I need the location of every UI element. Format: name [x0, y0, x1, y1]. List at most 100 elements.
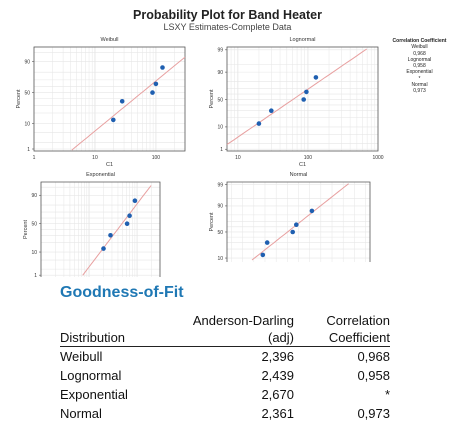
panel-title: Exponential	[86, 172, 115, 178]
y-tick-label: 1	[34, 273, 37, 279]
x-tick-label: 10	[92, 155, 98, 161]
x-tick-label: 1	[33, 155, 36, 161]
y-tick-label: 90	[217, 204, 223, 210]
x-axis-label: C1	[106, 162, 113, 168]
cell-cc: 0,958	[357, 368, 390, 383]
data-point	[269, 108, 274, 113]
data-point	[294, 222, 299, 227]
x-tick-label: 100	[304, 155, 313, 161]
y-axis-label: Percent	[23, 220, 29, 239]
y-tick-label: 50	[217, 230, 223, 236]
table-row: Lognormal 2,439 0,958	[60, 366, 390, 385]
figure-subtitle: LSXY Estimates-Complete Data	[163, 22, 292, 32]
legend-entry-value: *	[418, 75, 421, 82]
header-ad-line2: (adj)	[267, 330, 294, 345]
fit-line	[251, 183, 349, 261]
correlation-legend: Correlation Coefficient Weibull 0,968 Lo…	[384, 38, 455, 95]
y-tick-label: 10	[31, 250, 37, 256]
panel-title: Normal	[290, 172, 308, 178]
y-axis-label: Percent	[209, 212, 215, 231]
fit-line	[82, 185, 152, 276]
legend-entry-value: 0,973	[413, 88, 426, 95]
legend-entry-value: 0,968	[413, 50, 426, 57]
data-point	[290, 229, 296, 235]
x-tick-label: 1000	[372, 155, 383, 161]
header-correlation: Correlation Coefficient	[294, 312, 390, 347]
y-tick-label: 90	[24, 59, 30, 65]
figure-title: Probability Plot for Band Heater	[133, 8, 322, 22]
plot-panel: Exponential 90 50 10 1 Percent	[23, 172, 161, 279]
data-point	[160, 65, 165, 70]
goodness-of-fit-title: Goodness-of-Fit	[60, 284, 184, 301]
cell-ad: 2,439	[261, 368, 294, 383]
panel-title: Weibull	[101, 37, 119, 43]
data-point	[313, 75, 319, 80]
legend-entry-name: Lognormal	[407, 56, 432, 63]
data-point	[101, 246, 106, 251]
cell-distribution: Weibull	[60, 349, 103, 364]
y-tick-label: 90	[217, 70, 223, 76]
plot-frame	[226, 181, 371, 262]
data-point	[127, 213, 132, 218]
data-point	[108, 233, 113, 238]
cell-distribution: Exponential	[60, 387, 128, 402]
data-point	[119, 99, 125, 104]
header-cc-line2: Coefficient	[328, 330, 390, 345]
y-tick-label: 10	[217, 256, 223, 262]
legend-entry-name: Weibull	[411, 44, 428, 51]
panel-title: Lognormal	[290, 37, 316, 43]
table-row: Normal 2,361 0,973	[60, 404, 390, 423]
data-point	[264, 240, 270, 245]
x-tick-label: 10	[235, 155, 241, 161]
y-tick-label: 10	[217, 125, 223, 131]
cell-ad: 2,361	[261, 406, 294, 421]
y-tick-label: 1	[220, 147, 223, 153]
x-axis-label: C1	[299, 162, 306, 168]
plot-panel: Lognormal 99 90 50 10 1 10 100 1000 Percent C1	[209, 37, 384, 168]
plot-panel: Normal 99 90 50 10 Percent	[209, 172, 371, 262]
data-point	[150, 90, 155, 95]
plot-frame	[226, 46, 379, 152]
y-axis-label: Percent	[209, 89, 215, 108]
cell-cc: *	[384, 387, 390, 402]
plot-frame	[33, 46, 186, 152]
cell-distribution: Lognormal	[60, 368, 122, 383]
data-point	[309, 208, 315, 214]
data-point	[132, 198, 138, 203]
fit-line	[226, 48, 367, 145]
header-distribution: Distribution	[60, 330, 126, 345]
table-header-row: Distribution Anderson-Darling (adj) Corr…	[60, 312, 390, 347]
cell-ad: 2,396	[261, 349, 294, 364]
cell-distribution: Normal	[60, 406, 102, 421]
fit-line	[71, 56, 186, 151]
data-point	[111, 117, 116, 123]
header-cc-line1: Correlation	[326, 313, 390, 328]
correlation-legend-header: Correlation Coefficient	[392, 38, 447, 44]
x-tick-label: 100	[152, 155, 161, 161]
cell-ad: 2,670	[261, 387, 294, 402]
legend-entry-name: Normal	[411, 82, 428, 89]
data-point	[124, 221, 130, 226]
y-tick-label: 90	[31, 193, 37, 199]
y-tick-label: 50	[24, 90, 30, 96]
legend-entry-value: 0,958	[413, 63, 426, 70]
y-axis-label: Percent	[16, 89, 22, 108]
data-point	[301, 97, 307, 102]
y-tick-label: 1	[27, 147, 30, 153]
goodness-of-fit-table: Distribution Anderson-Darling (adj) Corr…	[60, 312, 390, 423]
plot-panel: Weibull 90 50 10 11 10 100 Percent C1	[16, 37, 186, 168]
table-row: Exponential 2,670 *	[60, 385, 390, 404]
header-anderson-darling: Anderson-Darling (adj)	[170, 312, 294, 347]
cell-cc: 0,968	[357, 349, 390, 364]
y-tick-label: 99	[217, 48, 223, 54]
header-ad-line1: Anderson-Darling	[192, 313, 294, 328]
legend-entry-name: Exponential	[406, 69, 433, 76]
data-point	[304, 89, 309, 95]
cell-cc: 0,973	[357, 406, 390, 421]
y-tick-label: 99	[217, 182, 223, 188]
y-tick-label: 50	[217, 97, 223, 103]
data-point	[153, 81, 159, 87]
data-point	[260, 252, 266, 258]
data-point	[256, 121, 262, 126]
